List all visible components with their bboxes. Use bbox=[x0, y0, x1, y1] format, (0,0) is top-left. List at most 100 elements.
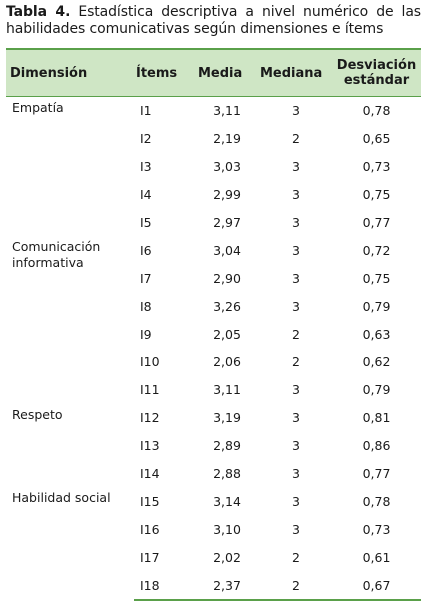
table-row: I9 2,05 2 0,63 bbox=[6, 320, 421, 348]
sd-cell: 0,78 bbox=[362, 493, 391, 509]
sd-cell: 0,73 bbox=[362, 159, 391, 175]
mediana-cell: 2 bbox=[260, 571, 332, 602]
mediana-cell: 3 bbox=[292, 382, 300, 398]
dimension-cell: Respeto bbox=[12, 406, 63, 422]
table-row: I8 3,26 3 0,79 bbox=[6, 292, 421, 320]
media-cell: 3,10 bbox=[213, 521, 241, 537]
item-cell: I16 bbox=[140, 521, 160, 537]
mediana-cell: 3 bbox=[292, 270, 300, 286]
mediana-cell: 2 bbox=[292, 549, 300, 565]
sd-cell: 0,67 bbox=[332, 571, 421, 602]
sd-cell: 0,72 bbox=[362, 242, 391, 258]
mediana-cell: 3 bbox=[292, 466, 300, 482]
sd-cell: 0,75 bbox=[362, 187, 391, 203]
sd-cell: 0,86 bbox=[362, 438, 391, 454]
dimension-cell: Habilidad social bbox=[12, 490, 111, 506]
item-cell: I15 bbox=[140, 493, 160, 509]
table-row: Habilidad social I15 3,14 3 0,78 bbox=[6, 487, 421, 515]
mediana-cell: 3 bbox=[292, 521, 300, 537]
item-cell: I14 bbox=[140, 466, 160, 482]
item-cell: I17 bbox=[140, 549, 160, 565]
sd-cell: 0,73 bbox=[362, 521, 391, 537]
table-row: Empatía I1 3,11 3 0,78 bbox=[6, 97, 421, 125]
media-cell: 2,99 bbox=[213, 187, 241, 203]
table-caption: Tabla 4. Estadística descriptiva a nivel… bbox=[6, 4, 421, 38]
dimension-cell: Comunicación informativa bbox=[12, 239, 101, 271]
table-row: I11 3,11 3 0,79 bbox=[6, 376, 421, 404]
item-cell: I1 bbox=[140, 103, 152, 119]
item-cell: I9 bbox=[140, 326, 152, 342]
item-cell: I3 bbox=[140, 159, 152, 175]
header-dimension: Dimensión bbox=[6, 48, 134, 97]
sd-cell: 0,63 bbox=[362, 326, 391, 342]
table-row: I16 3,10 3 0,73 bbox=[6, 515, 421, 543]
media-cell: 2,19 bbox=[213, 131, 241, 147]
mediana-cell: 3 bbox=[292, 103, 300, 119]
header-media: Media bbox=[194, 48, 260, 97]
table-row: I13 2,89 3 0,86 bbox=[6, 432, 421, 460]
table-caption-text: Estadística descriptiva a nivel numérico… bbox=[6, 4, 422, 37]
sd-cell: 0,62 bbox=[362, 354, 391, 370]
sd-cell: 0,79 bbox=[362, 382, 391, 398]
sd-cell: 0,79 bbox=[362, 298, 391, 314]
table-row: I18 2,37 2 0,67 bbox=[6, 571, 421, 602]
table-row: I4 2,99 3 0,75 bbox=[6, 181, 421, 209]
table-row: I5 2,97 3 0,77 bbox=[6, 209, 421, 237]
media-cell: 2,97 bbox=[213, 215, 241, 230]
sd-cell: 0,61 bbox=[362, 549, 391, 565]
mediana-cell: 3 bbox=[292, 242, 300, 258]
statistics-table: Dimensión Ítems Media Mediana Desviación… bbox=[6, 48, 421, 602]
media-cell: 3,04 bbox=[213, 242, 241, 258]
sd-cell: 0,77 bbox=[362, 215, 391, 230]
sd-cell: 0,75 bbox=[362, 270, 391, 286]
table-row: I7 2,90 3 0,75 bbox=[6, 264, 421, 292]
mediana-cell: 2 bbox=[292, 131, 300, 147]
item-cell: I11 bbox=[140, 382, 160, 398]
mediana-cell: 2 bbox=[292, 354, 300, 370]
item-cell: I6 bbox=[140, 242, 152, 258]
table-caption-label: Tabla 4. bbox=[6, 4, 71, 20]
mediana-cell: 3 bbox=[292, 215, 300, 230]
header-items: Ítems bbox=[134, 48, 194, 97]
sd-cell: 0,78 bbox=[362, 103, 391, 119]
mediana-cell: 3 bbox=[292, 159, 300, 175]
table-row: I2 2,19 2 0,65 bbox=[6, 125, 421, 153]
item-cell: I8 bbox=[140, 298, 152, 314]
sd-cell: 0,77 bbox=[362, 466, 391, 482]
item-cell: I5 bbox=[140, 215, 152, 230]
table-row: I10 2,06 2 0,62 bbox=[6, 348, 421, 376]
media-cell: 2,37 bbox=[194, 571, 260, 602]
header-mediana: Mediana bbox=[260, 48, 332, 97]
dimension-cell: Empatía bbox=[12, 100, 64, 115]
media-cell: 3,26 bbox=[213, 298, 241, 314]
mediana-cell: 3 bbox=[292, 438, 300, 454]
item-cell: I7 bbox=[140, 270, 152, 286]
item-cell: I10 bbox=[140, 354, 160, 370]
mediana-cell: 3 bbox=[292, 410, 300, 426]
item-cell: I12 bbox=[140, 410, 160, 426]
item-cell: I18 bbox=[134, 571, 194, 602]
item-cell: I2 bbox=[140, 131, 152, 147]
table-row: Respeto I12 3,19 3 0,81 bbox=[6, 404, 421, 432]
table-row: I3 3,03 3 0,73 bbox=[6, 153, 421, 181]
media-cell: 2,89 bbox=[213, 438, 241, 454]
media-cell: 3,14 bbox=[213, 493, 241, 509]
media-cell: 3,11 bbox=[213, 103, 241, 119]
sd-cell: 0,81 bbox=[362, 410, 391, 426]
media-cell: 3,11 bbox=[213, 382, 241, 398]
item-cell: I4 bbox=[140, 187, 152, 203]
item-cell: I13 bbox=[140, 438, 160, 454]
media-cell: 2,02 bbox=[213, 549, 241, 565]
sd-cell: 0,65 bbox=[362, 131, 391, 147]
table-body: Empatía I1 3,11 3 0,78 I2 2,19 2 0,65 I3 3,03 3 0,73… bbox=[6, 97, 421, 602]
mediana-cell: 2 bbox=[292, 326, 300, 342]
header-sd: Desviación estándar bbox=[332, 48, 421, 97]
media-cell: 2,88 bbox=[213, 466, 241, 482]
table-row: Comunicación informativa I6 3,04 3 0,72 bbox=[6, 236, 421, 270]
mediana-cell: 3 bbox=[292, 187, 300, 203]
mediana-cell: 3 bbox=[292, 493, 300, 509]
mediana-cell: 3 bbox=[292, 298, 300, 314]
media-cell: 3,03 bbox=[213, 159, 241, 175]
header-row: Dimensión Ítems Media Mediana Desviación… bbox=[6, 48, 421, 97]
table-row: I17 2,02 2 0,61 bbox=[6, 543, 421, 571]
